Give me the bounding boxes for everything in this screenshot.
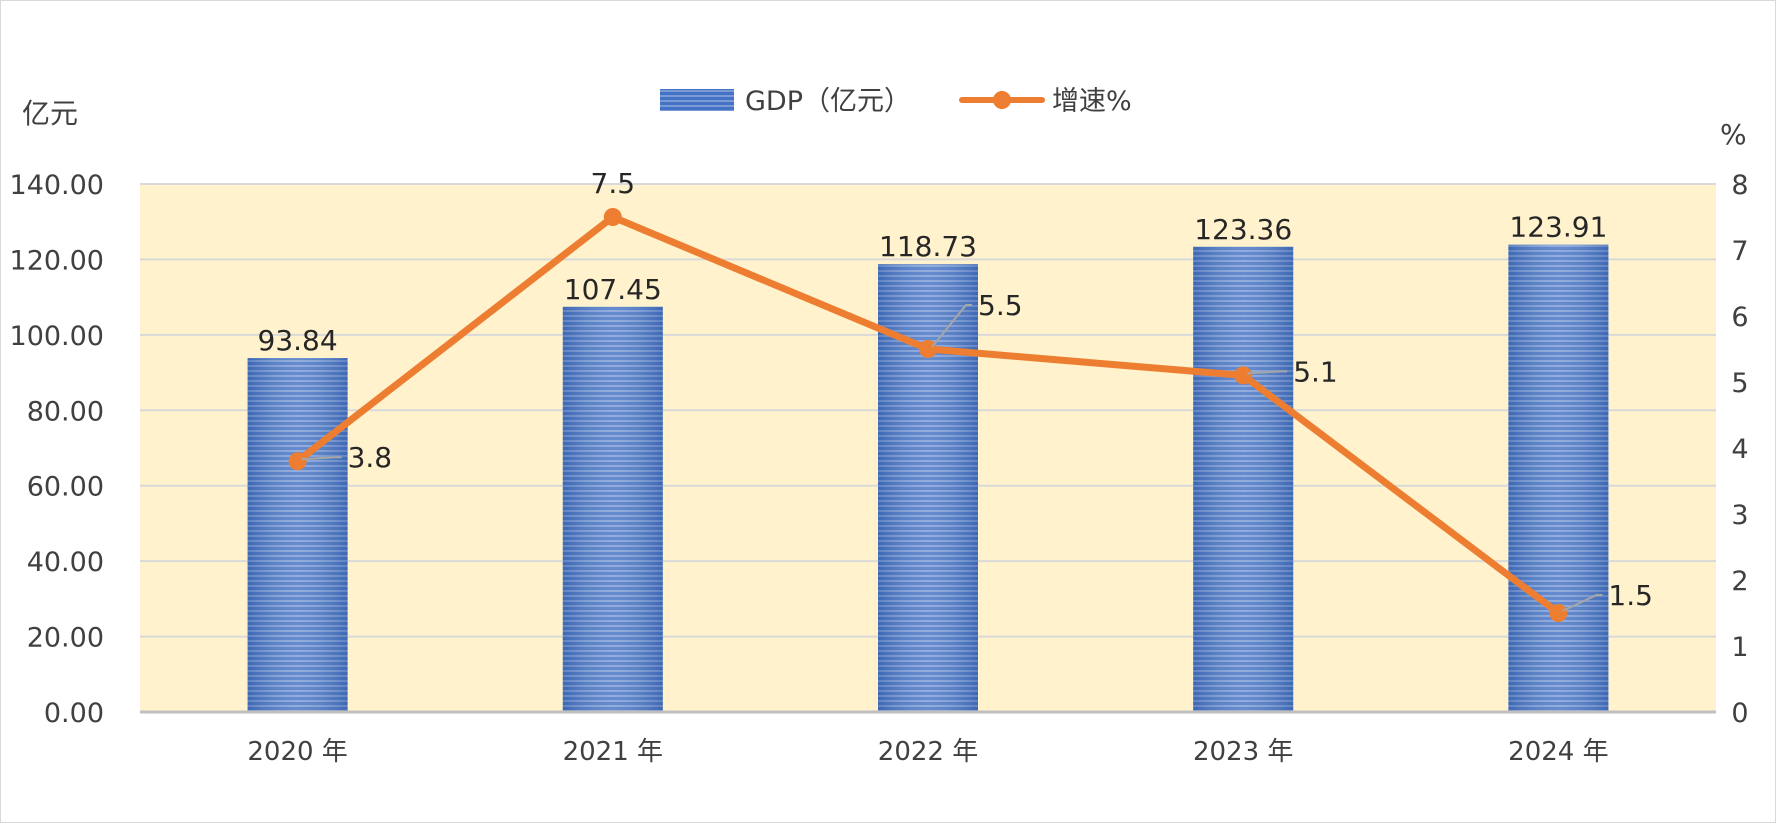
y-axis-left-tick-label: 60.00 (27, 472, 104, 503)
x-axis: 2020 年 2021 年 2022 年 2023 年 2024 年 (247, 737, 1608, 767)
leader-line (1561, 594, 1603, 612)
y-axis-right-tick-label: 8 (1731, 170, 1748, 201)
y-axis-left-tick-label: 140.00 (10, 170, 104, 201)
bar-shade (247, 358, 348, 712)
bar-shade (1193, 246, 1294, 712)
y-axis-left-tick-label: 40.00 (27, 547, 104, 578)
growth-marker (603, 208, 622, 226)
growth-marker (1234, 366, 1253, 385)
line-data-labels: 3.8 7.5 5.5 5.1 1.5 (301, 167, 1653, 612)
bar-data-labels: 93.84 107.45 118.73 123.36 123.91 (258, 211, 1608, 357)
bar-data-label: 107.45 (564, 273, 662, 306)
bar-shade (878, 264, 978, 712)
y-axis-left-tick-label: 100.00 (10, 321, 104, 352)
line-data-label: 1.5 (1608, 579, 1653, 612)
bar-series-gdp (247, 244, 1609, 712)
growth-marker (288, 452, 307, 471)
legend-swatch-growth-marker (993, 91, 1011, 109)
bar-data-label: 118.73 (879, 230, 977, 263)
y-axis-right-tick-label: 4 (1731, 434, 1748, 465)
leader-line (1247, 370, 1288, 375)
legend-label-gdp: GDP（亿元） (745, 86, 911, 117)
x-axis-tick-label: 2024 年 (1508, 737, 1608, 767)
y-axis-right: 0 1 2 3 4 5 6 7 8 (1731, 170, 1748, 729)
y-axis-right-tick-label: 1 (1731, 632, 1748, 663)
x-axis-tick-label: 2023 年 (1193, 737, 1293, 767)
y-axis-left-tick-label: 120.00 (10, 245, 104, 276)
y-axis-right-tick-label: 2 (1731, 566, 1748, 597)
line-data-label: 3.8 (348, 441, 393, 474)
line-data-label: 5.1 (1293, 355, 1338, 388)
bar-data-label: 123.91 (1509, 211, 1607, 244)
x-axis-tick-label: 2022 年 (878, 737, 978, 767)
y-axis-right-tick-label: 0 (1731, 698, 1748, 729)
x-axis-tick-label: 2021 年 (563, 737, 663, 767)
y-axis-left: 0.00 20.00 40.00 60.00 80.00 100.00 120.00 140.… (10, 170, 104, 729)
leader-line (931, 304, 972, 348)
y-axis-right-tick-label: 6 (1731, 302, 1748, 333)
y-axis-right-tick-label: 7 (1731, 236, 1748, 267)
y-axis-left-label: 亿元 (22, 97, 78, 130)
y-axis-right-tick-label: 3 (1731, 500, 1748, 531)
leader-line (301, 456, 342, 461)
bar-data-label: 93.84 (258, 324, 338, 357)
line-data-label: 5.5 (978, 289, 1023, 322)
bar-data-label: 123.36 (1194, 213, 1292, 246)
x-axis-tick-label: 2020 年 (247, 737, 347, 767)
y-axis-right-label: % (1720, 118, 1747, 151)
legend-label-growth: 增速% (1052, 86, 1132, 117)
y-axis-left-tick-label: 20.00 (27, 623, 104, 654)
bar-shade (1508, 244, 1609, 712)
legend: GDP（亿元） 增速% (660, 86, 1132, 117)
y-axis-left-tick-label: 80.00 (27, 396, 104, 427)
y-axis-right-tick-label: 5 (1731, 368, 1748, 399)
line-data-label: 7.5 (591, 167, 636, 200)
line-series-growth (288, 208, 1568, 622)
legend-swatch-gdp (660, 89, 734, 111)
bar-shade (562, 306, 663, 712)
growth-marker (1549, 604, 1568, 622)
growth-marker (919, 340, 937, 358)
y-axis-left-tick-label: 0.00 (44, 698, 104, 729)
